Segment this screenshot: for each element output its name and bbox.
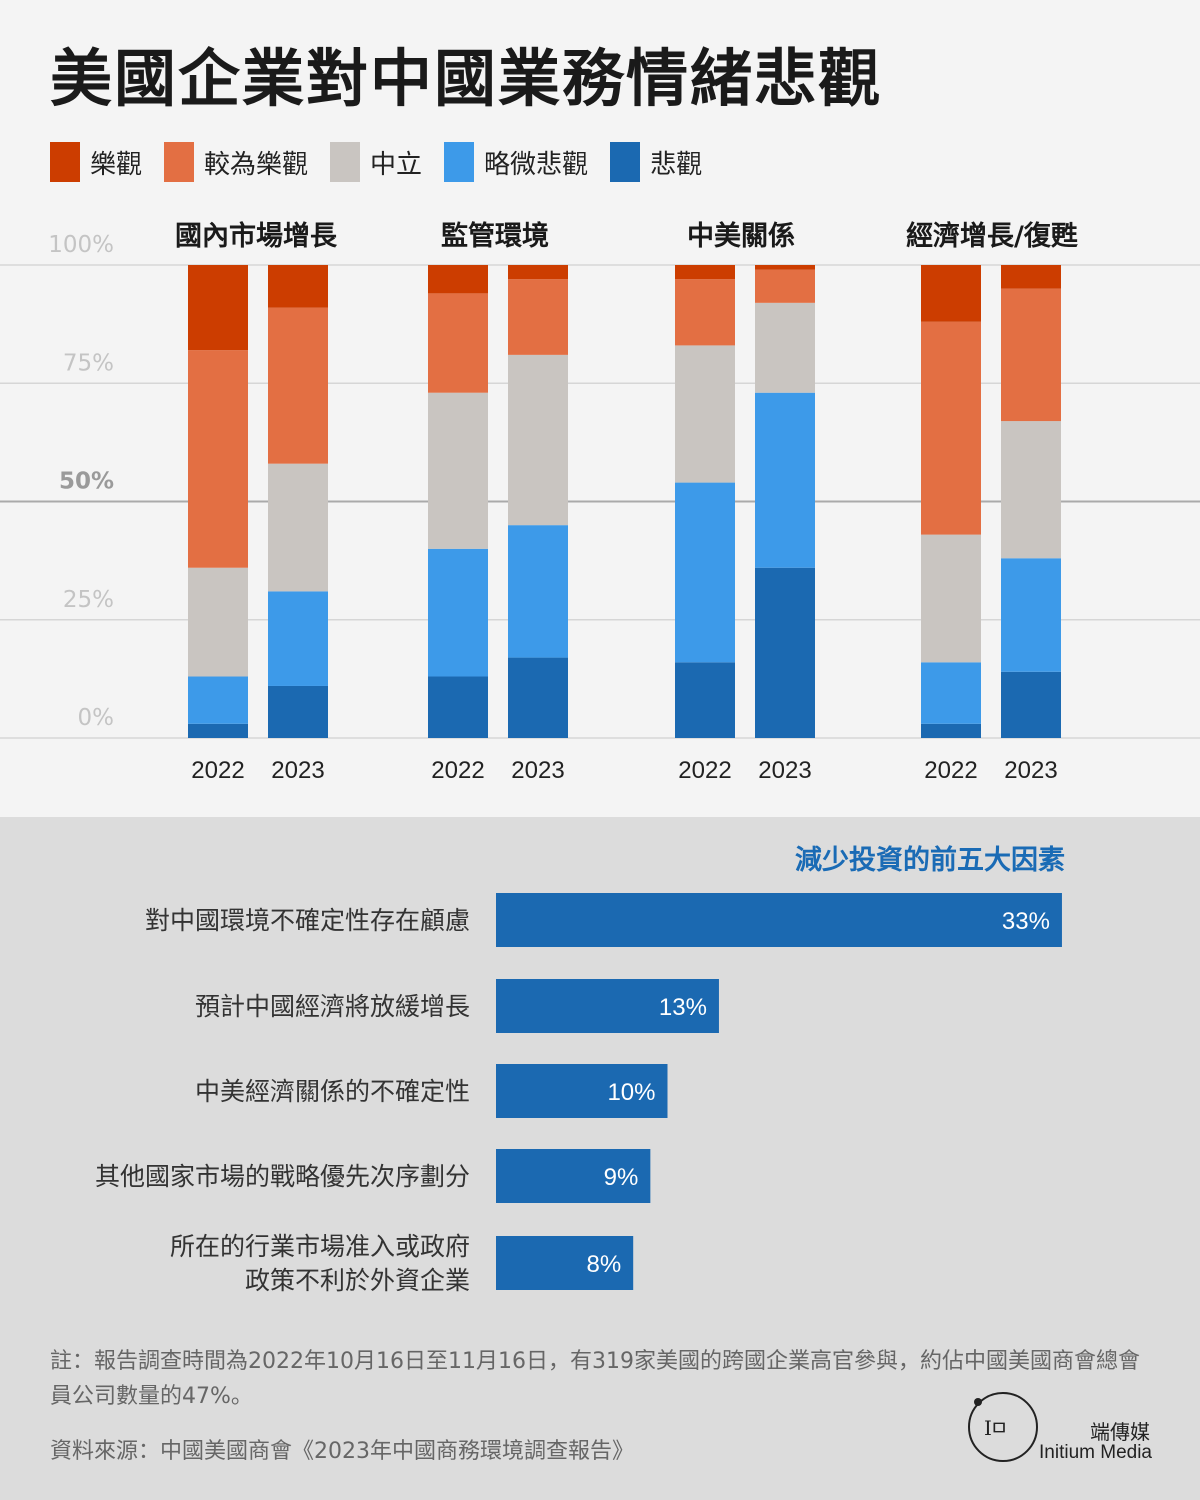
- y-tick-label: 0%: [78, 705, 115, 731]
- category-label: 對中國環境不確定性存在顧慮: [145, 906, 470, 935]
- x-tick-label: 2022: [678, 757, 731, 784]
- bar-segment: [268, 307, 328, 464]
- page-title: 美國企業對中國業務情緒悲觀: [50, 42, 883, 115]
- legend-item-pessimistic: 悲觀: [610, 142, 702, 182]
- bar-segment: [508, 279, 568, 355]
- legend-label: 略微悲觀: [484, 149, 589, 180]
- bar-segment: [428, 548, 488, 677]
- legend-swatch: [330, 142, 361, 182]
- group-title: 監管環境: [441, 221, 549, 252]
- category-label: 所在的行業市場准入或政府: [170, 1232, 470, 1261]
- legend-swatch: [50, 142, 80, 182]
- source-text: 資料來源：中國美國商會《2023年中國商務環境調查報告》: [50, 1439, 634, 1464]
- bar: [496, 1064, 668, 1118]
- legend-item-optimistic: 樂觀: [50, 142, 142, 182]
- bar: [496, 893, 1062, 947]
- x-tick-label: 2023: [511, 757, 564, 784]
- category-label: 中美經濟關係的不確定性: [195, 1077, 470, 1106]
- bar-segment: [1001, 421, 1061, 559]
- legend-swatch: [164, 142, 195, 182]
- legend-label: 中立: [370, 149, 423, 180]
- bar-segment: [1001, 671, 1061, 738]
- bar-segment: [921, 662, 981, 724]
- x-tick-label: 2022: [924, 757, 977, 784]
- bar-segment: [268, 591, 328, 686]
- bar-segment: [428, 293, 488, 393]
- bar-value-label: 8%: [587, 1251, 622, 1278]
- group-title: 經濟增長/復甦: [906, 220, 1079, 252]
- legend-label: 樂觀: [90, 149, 143, 180]
- bar-segment: [755, 265, 815, 270]
- bar-segment: [755, 392, 815, 568]
- bar-segment: [675, 265, 735, 280]
- bar-segment: [921, 723, 981, 738]
- bar-segment: [1001, 558, 1061, 672]
- legend-item-slightly-pessimistic: 略微悲觀: [444, 142, 588, 182]
- group-title: 中美關係: [687, 220, 795, 252]
- footnote: 註：報告調查時間為2022年10月16日至11月16日，有319家美國的跨國企業…: [50, 1349, 1140, 1409]
- logo-name-en: Initium Media: [1039, 1442, 1152, 1463]
- legend-item-somewhat-optimistic: 較為樂觀: [164, 142, 308, 182]
- bar-segment: [508, 265, 568, 280]
- bar-segment: [921, 534, 981, 663]
- bar-segment: [675, 279, 735, 346]
- bar-segment: [188, 350, 248, 568]
- bar-segment: [1001, 288, 1061, 422]
- x-tick-label: 2022: [431, 757, 484, 784]
- group-title: 國內市場增長: [175, 220, 338, 252]
- bar-segment: [188, 567, 248, 677]
- y-tick-label: 75%: [63, 350, 114, 376]
- logo-name-cn: 端傳媒: [1090, 1420, 1150, 1444]
- x-tick-label: 2023: [758, 757, 811, 784]
- logo-glyph: Iㅁ: [984, 1416, 1008, 1440]
- bar-segment: [268, 685, 328, 738]
- bar-segment: [755, 567, 815, 738]
- bar-chart-title: 減少投資的前五大因素: [795, 845, 1065, 876]
- bar-segment: [268, 463, 328, 592]
- bar-segment: [428, 392, 488, 549]
- category-label: 預計中國經濟將放緩增長: [195, 992, 470, 1021]
- bar-segment: [188, 723, 248, 738]
- legend-item-neutral: 中立: [330, 142, 422, 182]
- bar-segment: [675, 345, 735, 483]
- bar-segment: [188, 265, 248, 351]
- bar-segment: [755, 302, 815, 393]
- logo: Iㅁ: [968, 1392, 1038, 1462]
- bar-segment: [675, 482, 735, 663]
- category-label: 政策不利於外資企業: [245, 1266, 470, 1295]
- bar-value-label: 9%: [604, 1164, 639, 1191]
- bar-segment: [268, 265, 328, 308]
- bar-segment: [675, 662, 735, 738]
- y-tick-label: 50%: [59, 469, 114, 495]
- bar-value-label: 10%: [607, 1079, 655, 1106]
- bar-segment: [921, 265, 981, 322]
- bar-segment: [508, 657, 568, 738]
- bar-segment: [428, 265, 488, 294]
- y-tick-label: 100%: [48, 232, 114, 258]
- bar-segment: [755, 269, 815, 303]
- legend-label: 悲觀: [650, 149, 703, 180]
- bar: [496, 1236, 634, 1290]
- bar-segment: [921, 321, 981, 535]
- x-tick-label: 2023: [271, 757, 324, 784]
- bar-segment: [188, 676, 248, 724]
- legend-swatch: [444, 142, 475, 182]
- category-label: 其他國家市場的戰略優先次序劃分: [95, 1162, 470, 1191]
- bar-segment: [1001, 265, 1061, 289]
- logo-dot: [974, 1398, 982, 1406]
- bar-segment: [508, 354, 568, 526]
- x-tick-label: 2022: [191, 757, 244, 784]
- bar-value-label: 13%: [659, 994, 707, 1021]
- bar: [496, 979, 719, 1033]
- bar-segment: [508, 525, 568, 658]
- y-tick-label: 25%: [63, 587, 114, 613]
- bar-segment: [428, 676, 488, 738]
- bar: [496, 1149, 651, 1203]
- legend-label: 較為樂觀: [204, 149, 309, 180]
- legend-swatch: [610, 142, 641, 182]
- bar-value-label: 33%: [1002, 908, 1050, 935]
- legend: 樂觀 較為樂觀 中立 略微悲觀 悲觀: [50, 142, 724, 182]
- x-tick-label: 2023: [1004, 757, 1057, 784]
